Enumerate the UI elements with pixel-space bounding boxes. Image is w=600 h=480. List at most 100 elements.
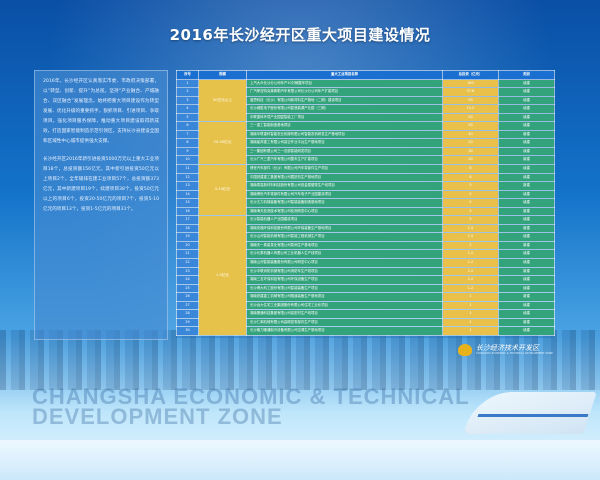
project-investment: 1 (442, 300, 499, 311)
project-investment: 20 (442, 155, 499, 165)
page-title: 2016年长沙经开区重大项目建设情况 (169, 26, 431, 44)
intro-paragraph-2: 长沙经开区2016年新引进投资5000万元以上重大工业项目18个，总投资额156… (43, 157, 159, 212)
project-name: 湖南泰嘉新材料科技股份有限公司双金属锯带生产线项目 (246, 181, 443, 191)
scale-group-label: 1-5亿元 (198, 215, 247, 336)
project-investment: 50 (442, 121, 499, 131)
project-investment: 6 (442, 172, 499, 183)
project-category: 续建 (498, 95, 555, 106)
project-name: 三一集团有限公司三一总部智能研发项目 (246, 146, 443, 157)
row-number: 4 (176, 104, 199, 114)
row-number: 25 (176, 283, 199, 294)
row-number: 8 (176, 138, 199, 148)
row-number: 22 (176, 258, 199, 268)
project-investment: 1.2 (442, 283, 499, 294)
project-category: 续建 (498, 258, 555, 268)
project-category: 续建 (498, 138, 555, 148)
row-number: 21 (176, 249, 199, 260)
project-name: 上汽大众长沙分公司年产30万辆整车项目 (246, 78, 443, 89)
table-header-row: 序号 规模 重大工业项目名称 总投资（亿元） 类别 (176, 70, 555, 80)
row-number: 27 (176, 300, 199, 311)
project-name: 长沙威胜电子股份有限公司智慧能源产业园（三期） (246, 104, 443, 114)
project-category: 续建 (498, 326, 555, 336)
row-number: 12 (176, 172, 199, 183)
project-category: 新建 (498, 129, 555, 140)
table-row: 25 长沙博大科工股份有限公司智能装备生产项目 1.2 续建 (176, 283, 555, 294)
project-name: 长沙格力暖通制冷设备有限公司空调生产基地项目 (246, 326, 443, 336)
project-name: 湖南中联重科智能农业机械有限公司智能农机研发生产基地项目 (246, 129, 443, 140)
logo-subtitle: CHANGSHA ECONOMIC & TECHNICAL DEVELOPMEN… (476, 352, 553, 355)
project-name: 长沙广汽三菱汽车有限公司整车生产扩能项目 (246, 155, 443, 165)
project-investment: 1.2 (442, 266, 499, 277)
project-name: 广汽菲亚特克莱斯勒汽车有限公司长沙分公司年产扩能项目 (246, 87, 443, 97)
row-number: 5 (176, 112, 199, 123)
intro-paragraph-1: 2016年，长沙经开区认真落实市委、市政府决策部署，以“转型、创新、提升”为总揽… (43, 79, 159, 144)
project-category: 续建 (498, 189, 555, 200)
row-number: 28 (176, 309, 199, 319)
emblem-icon (458, 344, 472, 356)
row-number: 7 (176, 129, 199, 140)
project-investment: 57.6 (442, 87, 499, 97)
project-name: 湖南天一奥星泵业有限公司泵阀生产基地项目 (246, 240, 443, 251)
project-investment: 30 (442, 146, 499, 157)
row-number: 11 (176, 164, 199, 174)
project-name: 湖南三友环保科技有限公司环保设备生产项目 (246, 275, 443, 285)
project-name: 长沙博大科工股份有限公司智能装备生产项目 (246, 283, 443, 294)
project-investment: 20 (442, 138, 499, 148)
project-name: 三一重工智能制造基地项目 (246, 121, 443, 131)
row-number: 23 (176, 266, 199, 277)
project-name: 湖南海天检测技术有限公司检测研发中心项目 (246, 206, 443, 217)
project-category: 续建 (498, 164, 555, 174)
row-number: 18 (176, 223, 199, 234)
project-name: 博世汽车部件（长沙）有限公司汽车零部件生产项目 (246, 164, 443, 174)
project-category: 新建 (498, 240, 555, 251)
table-row: 28 湖南晟通科技集团有限公司铝型材生产线项目 1 续建 (176, 309, 555, 319)
project-name: 湖南博世汽车零部件有限公司汽车电子产业园建设项目 (246, 189, 443, 200)
project-name: 长沙仁和机械有限公司高精密零部件生产项目 (246, 317, 443, 328)
project-category: 新建 (498, 181, 555, 191)
project-name: 长沙长泰机器人有限公司工业机器人生产线项目 (246, 249, 443, 260)
project-category: 续建 (498, 87, 555, 97)
project-investment: 1.2 (442, 249, 499, 260)
project-category: 续建 (498, 121, 555, 131)
project-name: 长沙远大住宅工业集团股份有限公司住宅工业化项目 (246, 300, 443, 311)
table-row: 24 湖南三友环保科技有限公司环保设备生产项目 1.2 续建 (176, 275, 555, 285)
project-investment: 5 (442, 198, 499, 208)
table-row: 21 长沙长泰机器人有限公司工业机器人生产线项目 1.2 续建 (176, 249, 555, 260)
project-category: 新建 (498, 155, 555, 165)
project-investment: 1 (442, 326, 499, 336)
intro-panel: 2016年，长沙经开区认真落实市委、市政府决策部署，以“转型、创新、提升”为总揽… (34, 70, 168, 340)
project-category: 新建 (498, 317, 555, 328)
project-name: 湖南晟通科技集团有限公司铝型材生产线项目 (246, 309, 443, 319)
project-name: 湖南星邦重工有限公司高空作业平台生产基地项目 (246, 138, 443, 148)
project-category: 续建 (498, 283, 555, 294)
project-investment: 1.5 (442, 223, 499, 234)
project-category: 续建 (498, 198, 555, 208)
row-number: 2 (176, 87, 199, 97)
table-body: 1 50亿元以上 上汽大众长沙分公司年产30万辆整车项目 180 续建 2 广汽菲亚特克莱斯… (176, 78, 555, 336)
table-row: 11 5-10亿元 博世汽车部件（长沙）有限公司汽车零部件生产项目 8 续建 (176, 164, 555, 217)
project-name: 长沙山河智能机械有限公司智能工程机械生产项目 (246, 232, 443, 242)
project-investment: 5 (442, 206, 499, 217)
project-investment: 11.2 (442, 104, 499, 114)
row-number: 6 (176, 121, 199, 131)
header-investment: 总投资（亿元） (442, 70, 499, 80)
header-name: 重大工业项目名称 (246, 70, 443, 80)
ground-band (0, 440, 600, 480)
project-category: 续建 (498, 275, 555, 285)
zone-logo: 长沙经济技术开发区 CHANGSHA ECONOMIC & TECHNICAL … (458, 342, 554, 358)
table-row: 18 湖南安福环保科技股份有限公司环保装备生产基地项目 1.5 新建 (176, 223, 555, 234)
project-investment: 5 (442, 181, 499, 191)
project-investment: 90 (442, 95, 499, 106)
city-skyline (0, 330, 600, 390)
project-name: 湖南安福环保科技股份有限公司环保装备生产基地项目 (246, 223, 443, 234)
row-number: 20 (176, 240, 199, 251)
row-number: 19 (176, 232, 199, 242)
table-row: 30 长沙格力暖通制冷设备有限公司空调生产基地项目 1 续建 (176, 326, 555, 336)
table-row: 1 50亿元以上 上汽大众长沙分公司年产30万辆整车项目 180 续建 (176, 78, 555, 123)
project-category: 续建 (498, 232, 555, 242)
project-investment: 5 (442, 215, 499, 225)
table-row: 17 1-5亿元 长沙智能机器人产业园建设项目 5 续建 (176, 215, 555, 336)
row-number: 3 (176, 95, 199, 106)
row-number: 16 (176, 206, 199, 217)
row-number: 17 (176, 215, 199, 225)
